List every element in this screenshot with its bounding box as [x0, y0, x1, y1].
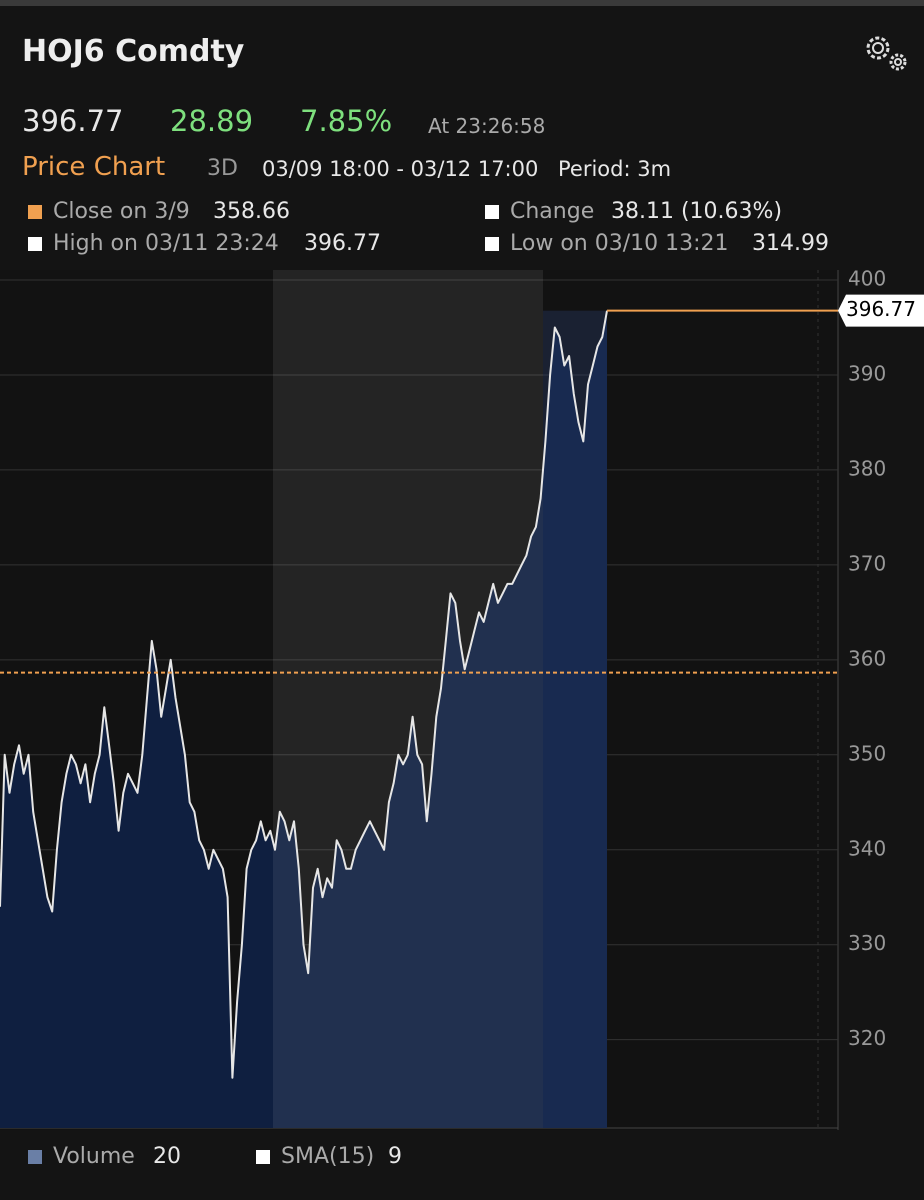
high-label: High on 03/11 23:24 [53, 231, 279, 256]
sma-swatch [256, 1150, 270, 1164]
close-swatch [28, 205, 42, 219]
change-swatch [485, 205, 499, 219]
y-tick-label: 350 [848, 741, 886, 765]
y-tick-label: 340 [848, 836, 886, 860]
y-tick-label: 390 [848, 361, 886, 385]
net-change: 28.89 [170, 104, 254, 138]
price-line [0, 310, 608, 1079]
sma-value: 9 [388, 1144, 402, 1169]
change-value: 38.11 (10.63%) [611, 199, 783, 224]
volume-label: Volume [53, 1144, 135, 1169]
y-tick-label: 380 [848, 456, 886, 480]
chart-title: Price Chart [22, 152, 166, 182]
sma-label: SMA(15) [281, 1144, 375, 1169]
change-label: Change [510, 199, 595, 224]
last-price-tag-label: 396.77 [846, 297, 916, 321]
ticker: HOJ6 Comdty [22, 34, 245, 69]
volume-swatch [28, 1150, 42, 1164]
session-band [273, 270, 543, 1128]
close-value: 358.66 [213, 199, 290, 224]
dates: 03/09 18:00 - 03/12 17:00 [262, 157, 539, 181]
price-area [0, 310, 607, 1128]
volume-value: 20 [153, 1144, 181, 1169]
high-value: 396.77 [304, 231, 381, 256]
settings-icon[interactable] [860, 32, 912, 76]
chart: 320 330 340 350 360 370 380 390 400 396.77 [0, 270, 924, 1130]
pct-change: 7.85% [300, 104, 393, 138]
y-tick-label: 370 [848, 551, 886, 575]
low-label: Low on 03/10 13:21 [510, 231, 729, 256]
last-price-tag [838, 294, 924, 327]
y-tick-label: 330 [848, 931, 886, 955]
top-bar [0, 0, 924, 6]
last-price: 396.77 [22, 104, 124, 138]
low-value: 314.99 [752, 231, 829, 256]
session-band [543, 310, 607, 1128]
y-tick-label: 400 [848, 270, 886, 291]
range[interactable]: 3D [207, 156, 238, 181]
y-tick-label: 320 [848, 1026, 886, 1050]
y-tick-label: 360 [848, 646, 886, 670]
low-swatch [485, 237, 499, 251]
close-label: Close on 3/9 [53, 199, 190, 224]
period: Period: 3m [558, 157, 672, 181]
high-swatch [28, 237, 42, 251]
time: At 23:26:58 [428, 114, 546, 138]
